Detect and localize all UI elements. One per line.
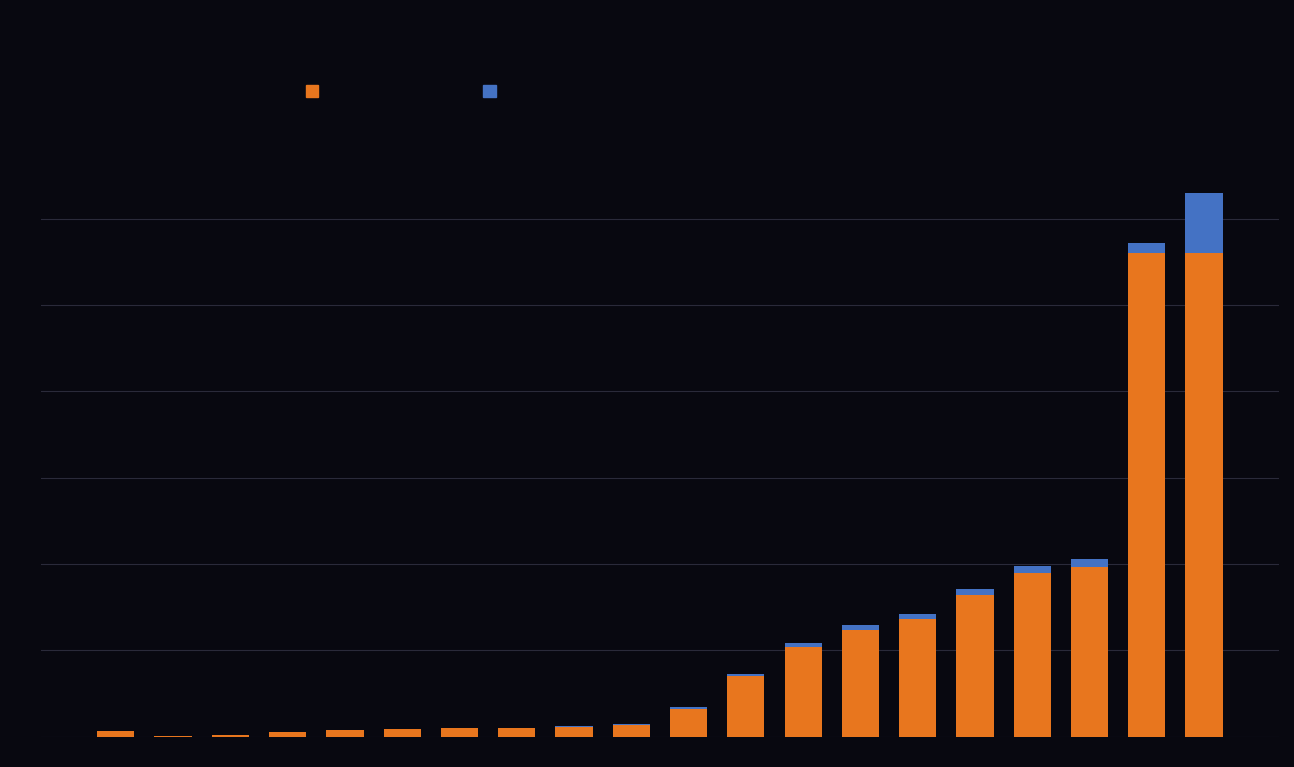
Bar xyxy=(670,707,708,709)
Bar xyxy=(956,589,994,595)
Title: COVID-19 Disease Outbreak Forecast: COVID-19 Disease Outbreak Forecast xyxy=(479,69,841,87)
Bar xyxy=(1071,568,1108,736)
Bar xyxy=(956,595,994,736)
Bar xyxy=(97,732,135,736)
Bar xyxy=(1013,573,1051,736)
Bar xyxy=(899,614,937,619)
Bar xyxy=(842,630,879,736)
Bar xyxy=(727,676,765,736)
Bar xyxy=(1185,193,1223,253)
Bar xyxy=(727,673,765,676)
Bar xyxy=(269,732,307,736)
Bar xyxy=(383,729,421,736)
Bar xyxy=(441,729,477,736)
Bar xyxy=(784,644,822,647)
Bar xyxy=(1128,253,1166,736)
Bar xyxy=(784,647,822,736)
Bar xyxy=(612,723,650,725)
Bar xyxy=(899,619,937,736)
Bar xyxy=(1185,253,1223,736)
Bar xyxy=(555,726,593,736)
Bar xyxy=(1013,566,1051,573)
Bar xyxy=(842,625,879,630)
Bar xyxy=(212,735,248,736)
Bar xyxy=(670,709,708,736)
Bar xyxy=(612,725,650,736)
Bar xyxy=(1071,559,1108,568)
Bar xyxy=(326,730,364,736)
Bar xyxy=(498,728,536,736)
Bar xyxy=(1128,243,1166,253)
Legend: Confirmed Cases, Forecasted Cases: Confirmed Cases, Forecasted Cases xyxy=(302,80,647,104)
